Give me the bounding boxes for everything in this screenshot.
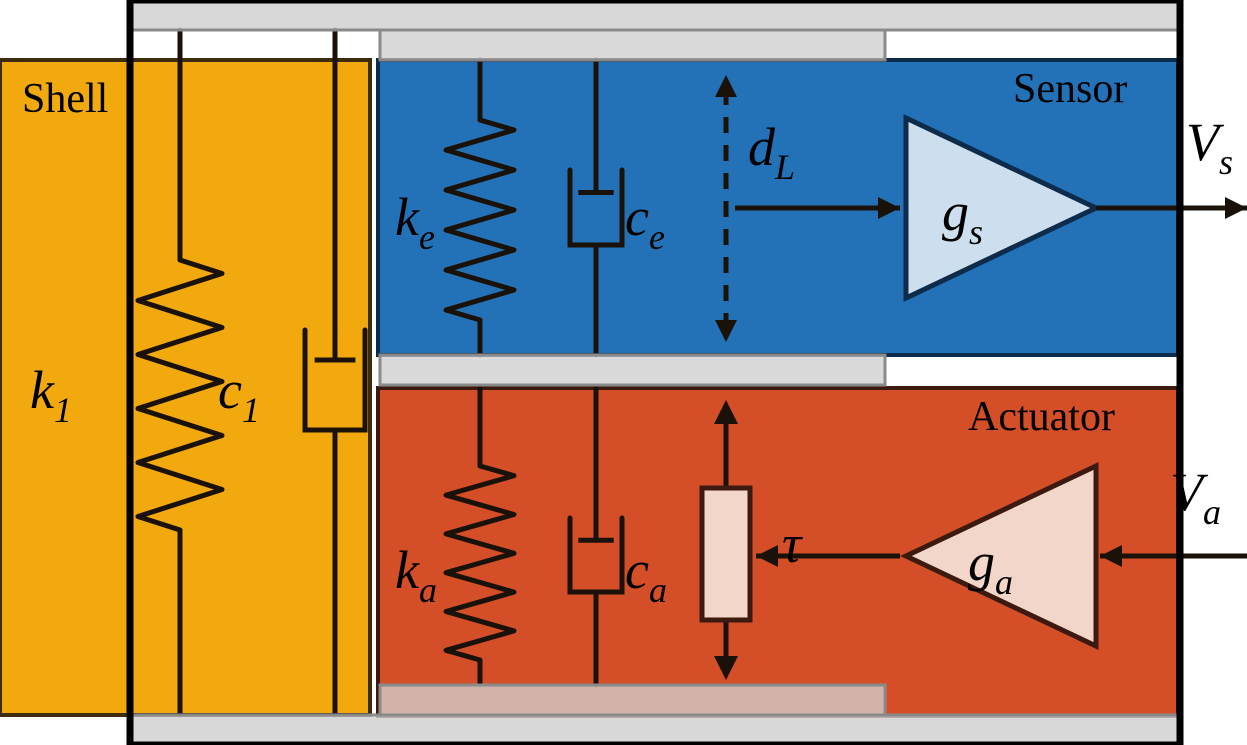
plate-middle (380, 355, 885, 385)
plate-bottom (380, 685, 885, 715)
label-Vs: Vs (1186, 112, 1233, 182)
frame-bottom-bar (130, 715, 1180, 745)
frame-top-bar (130, 0, 1180, 30)
label-Va: Va (1170, 462, 1221, 532)
label-tau: τ (782, 514, 803, 574)
shell-label: Shell (22, 76, 108, 122)
actuator-force-element (702, 488, 750, 620)
plate-top (380, 30, 885, 60)
shell-block (0, 60, 370, 715)
sensor-label: Sensor (1013, 66, 1127, 112)
actuator-label: Actuator (968, 394, 1115, 440)
